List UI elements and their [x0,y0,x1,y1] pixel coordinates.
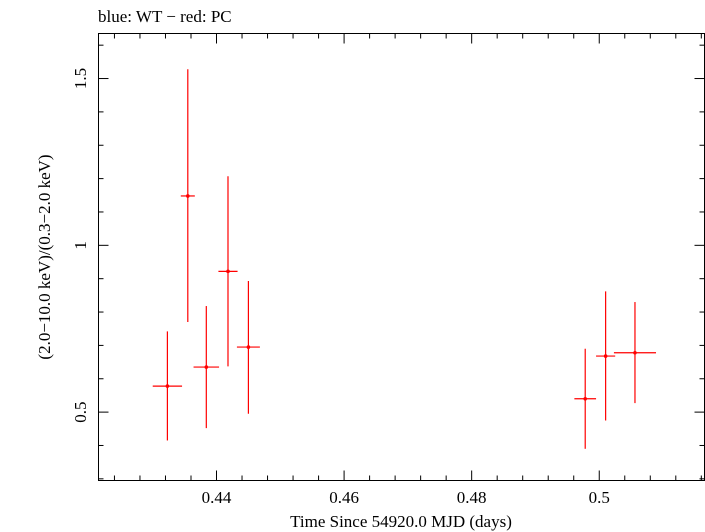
x-tick-label: 0.48 [457,488,487,507]
axis-tick-labels: 0.44 0.46 0.48 0.5 0.5 1 1.5 [71,68,610,507]
point-marker [583,396,588,401]
point-marker [246,345,251,349]
y-axis-label: (2.0−10.0 keV)/(0.3−2.0 keV) [35,154,54,359]
data-point [236,281,260,414]
point-marker [186,194,190,198]
x-tick-label: 0.46 [329,488,359,507]
point-marker [633,350,637,355]
chart-title: blue: WT − red: PC [98,7,232,26]
data-point [613,302,657,404]
data-point [193,306,220,429]
point-marker [165,384,170,388]
x-axis-label: Time Since 54920.0 MJD (days) [290,512,512,531]
x-tick-label: 0.44 [202,488,232,507]
data-point [180,69,195,323]
plot-frame [98,33,705,481]
x-tick-label: 0.5 [589,488,610,507]
data-point [596,291,616,421]
axis-ticks [98,33,705,481]
y-tick-label: 1 [71,241,90,250]
point-marker [226,269,230,274]
y-tick-label: 0.5 [71,401,90,422]
data-point [574,348,597,449]
y-tick-label: 1.5 [71,68,90,89]
point-marker [204,365,209,369]
data-point [218,176,238,367]
data-points [152,69,657,449]
data-point [152,331,183,441]
point-marker [603,354,608,358]
